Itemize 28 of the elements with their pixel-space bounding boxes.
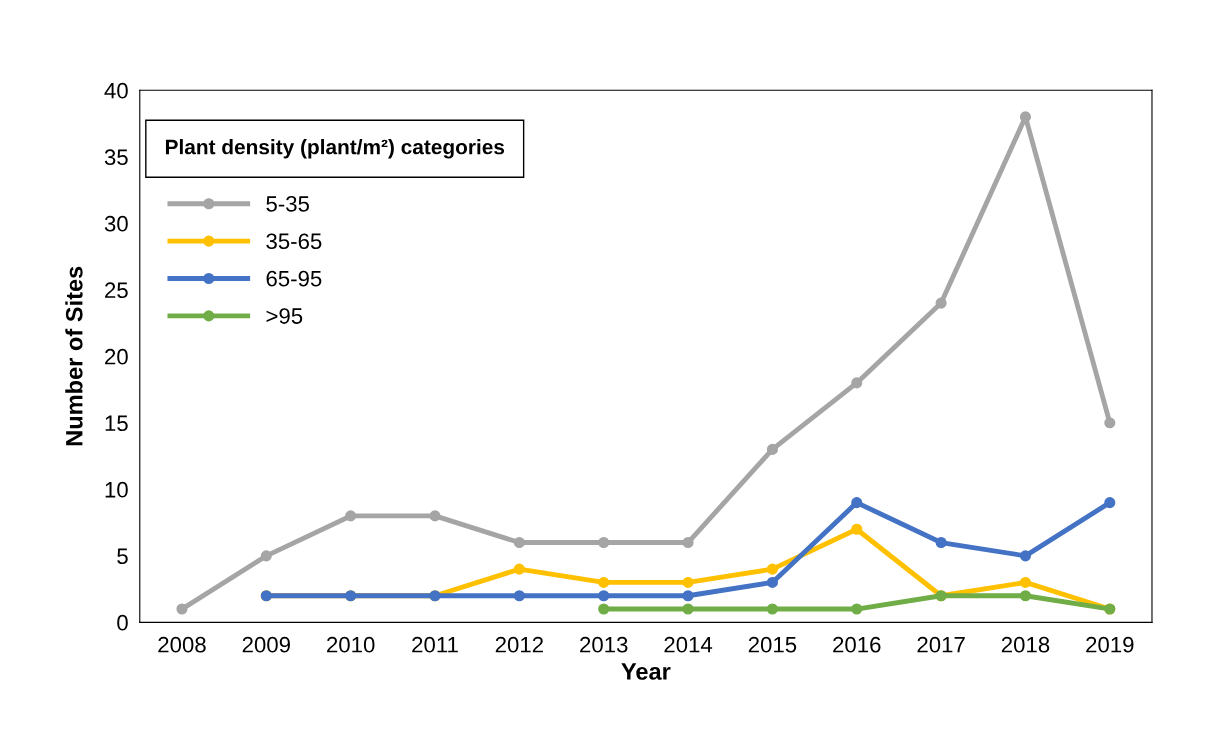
x-tick-label: 2013 — [580, 636, 628, 653]
legend-title: Plant density (plant/m²) categories — [165, 139, 505, 159]
x-tick-label: 2019 — [1086, 636, 1134, 653]
y-tick-label: 10 — [105, 481, 128, 498]
x-axis-title: Year — [621, 663, 671, 680]
legend-label: >95 — [266, 308, 303, 324]
legend-label: 5-35 — [266, 196, 309, 212]
y-tick-label: 25 — [105, 282, 128, 299]
y-tick-label: 35 — [104, 149, 128, 166]
x-tick-label: 2008 — [158, 636, 206, 653]
y-axis-title: Number of Sites — [65, 266, 83, 446]
legend-label: 65-95 — [266, 270, 322, 287]
x-tick-label: 2011 — [412, 636, 458, 653]
x-tick-label: 2016 — [833, 636, 881, 653]
x-tick-label: 2015 — [748, 636, 797, 653]
x-tick-label: 2014 — [664, 636, 713, 653]
y-tick-label: 5 — [117, 548, 128, 565]
y-tick-label: 0 — [117, 614, 128, 631]
x-tick-label: 2009 — [242, 636, 290, 653]
x-tick-label: 2017 — [917, 636, 965, 653]
x-tick-label: 2012 — [495, 636, 543, 653]
legend-label: 35-65 — [266, 233, 322, 250]
y-tick-label: 20 — [105, 348, 128, 365]
y-tick-label: 30 — [104, 215, 128, 232]
x-tick-label: 2018 — [1001, 636, 1050, 653]
y-tick-label: 40 — [104, 82, 128, 99]
y-tick-label: 15 — [105, 415, 128, 432]
x-tick-label: 2010 — [327, 636, 375, 653]
